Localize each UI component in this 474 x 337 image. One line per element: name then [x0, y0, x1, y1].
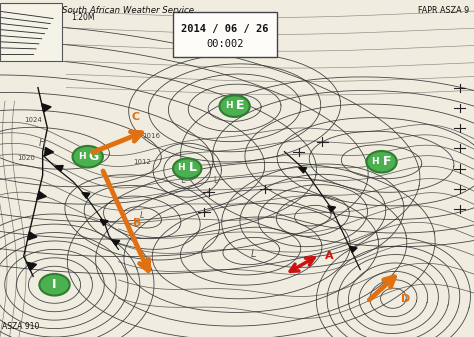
- Text: D: D: [401, 294, 410, 304]
- Text: H: H: [372, 157, 379, 165]
- Polygon shape: [328, 206, 336, 212]
- Text: 1:20M: 1:20M: [71, 13, 95, 22]
- Text: H: H: [177, 163, 185, 172]
- Text: B: B: [133, 218, 142, 228]
- Text: A: A: [325, 251, 334, 262]
- Text: FAPR ASZA 9: FAPR ASZA 9: [418, 6, 469, 15]
- Polygon shape: [45, 147, 54, 156]
- Polygon shape: [349, 246, 357, 252]
- Text: ASZA 910: ASZA 910: [2, 323, 40, 331]
- Polygon shape: [82, 192, 90, 198]
- Text: I: I: [52, 278, 57, 290]
- Circle shape: [39, 274, 70, 296]
- Text: C: C: [131, 112, 139, 122]
- Polygon shape: [299, 167, 307, 173]
- Text: L: L: [251, 249, 256, 259]
- Text: L: L: [189, 161, 197, 174]
- Polygon shape: [42, 104, 51, 112]
- Text: 00:002: 00:002: [206, 39, 244, 50]
- FancyBboxPatch shape: [0, 3, 62, 61]
- Text: F: F: [383, 155, 392, 167]
- Text: 1020: 1020: [17, 155, 35, 161]
- Text: G: G: [88, 150, 99, 162]
- Circle shape: [219, 95, 250, 117]
- Text: L: L: [180, 176, 185, 185]
- Text: E: E: [236, 99, 245, 112]
- Text: L: L: [214, 176, 218, 185]
- Text: South African Weather Service: South African Weather Service: [62, 6, 194, 15]
- Text: 1024: 1024: [24, 117, 42, 123]
- Text: H: H: [373, 153, 381, 163]
- Circle shape: [73, 146, 103, 167]
- Text: 1012: 1012: [133, 159, 151, 165]
- Polygon shape: [37, 191, 46, 200]
- Polygon shape: [100, 219, 108, 225]
- Text: 1016: 1016: [143, 133, 161, 140]
- Circle shape: [173, 158, 201, 179]
- FancyBboxPatch shape: [173, 12, 277, 57]
- Polygon shape: [55, 165, 63, 171]
- Polygon shape: [27, 232, 37, 240]
- Text: 2014 / 06 / 26: 2014 / 06 / 26: [182, 24, 269, 34]
- Text: H: H: [78, 152, 85, 160]
- Polygon shape: [27, 262, 36, 270]
- Polygon shape: [112, 240, 120, 246]
- Text: H: H: [225, 101, 232, 110]
- Text: H: H: [39, 138, 46, 148]
- Text: L: L: [140, 211, 145, 220]
- Circle shape: [366, 151, 397, 173]
